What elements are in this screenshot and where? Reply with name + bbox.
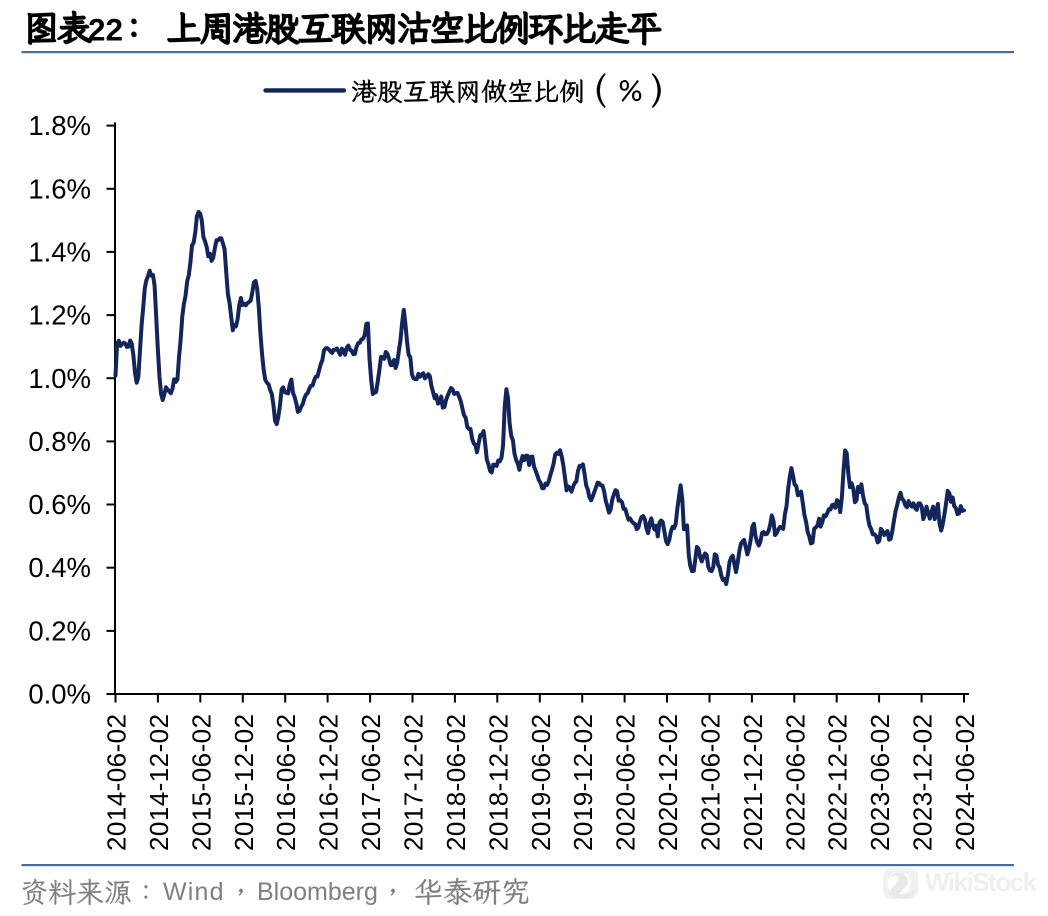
- svg-text:0.4%: 0.4%: [28, 552, 91, 583]
- svg-text:2020-12-02: 2020-12-02: [653, 714, 683, 852]
- svg-text:1.8%: 1.8%: [28, 110, 91, 141]
- svg-text:0.0%: 0.0%: [28, 679, 91, 710]
- svg-text:Bloomberg: Bloomberg: [257, 878, 378, 906]
- svg-text:2019-12-02: 2019-12-02: [568, 714, 598, 852]
- svg-text:2023-12-02: 2023-12-02: [908, 714, 938, 852]
- svg-text:2016-06-02: 2016-06-02: [271, 714, 301, 852]
- svg-text:2019-06-02: 2019-06-02: [526, 714, 556, 852]
- svg-text:0.6%: 0.6%: [28, 489, 91, 520]
- svg-text:2017-12-02: 2017-12-02: [399, 714, 429, 852]
- svg-text:1.4%: 1.4%: [28, 236, 91, 267]
- svg-text:2018-12-02: 2018-12-02: [483, 714, 513, 852]
- svg-text:2018-06-02: 2018-06-02: [441, 714, 471, 852]
- svg-text:0.8%: 0.8%: [28, 426, 91, 457]
- svg-text:2023-06-02: 2023-06-02: [865, 714, 895, 852]
- svg-text:WikiStock: WikiStock: [925, 867, 1038, 897]
- svg-text:2016-12-02: 2016-12-02: [314, 714, 344, 852]
- svg-text:Wind: Wind: [163, 878, 225, 906]
- svg-text:2014-12-02: 2014-12-02: [144, 714, 174, 852]
- svg-text:0.2%: 0.2%: [28, 615, 91, 646]
- svg-text:2017-06-02: 2017-06-02: [356, 714, 386, 852]
- svg-text:2024-06-02: 2024-06-02: [950, 714, 980, 852]
- svg-text:2020-06-02: 2020-06-02: [611, 714, 641, 852]
- svg-text:1.0%: 1.0%: [28, 363, 91, 394]
- svg-text:2021-12-02: 2021-12-02: [738, 714, 768, 852]
- svg-text:2014-06-02: 2014-06-02: [102, 714, 132, 852]
- svg-text:1.2%: 1.2%: [28, 300, 91, 331]
- svg-text:2015-12-02: 2015-12-02: [229, 714, 259, 852]
- svg-text:22: 22: [88, 12, 123, 48]
- svg-text:2022-12-02: 2022-12-02: [823, 714, 853, 852]
- svg-text:2021-06-02: 2021-06-02: [696, 714, 726, 852]
- svg-text:1.6%: 1.6%: [28, 173, 91, 204]
- svg-text:2015-06-02: 2015-06-02: [186, 714, 216, 852]
- svg-text:2022-06-02: 2022-06-02: [780, 714, 810, 852]
